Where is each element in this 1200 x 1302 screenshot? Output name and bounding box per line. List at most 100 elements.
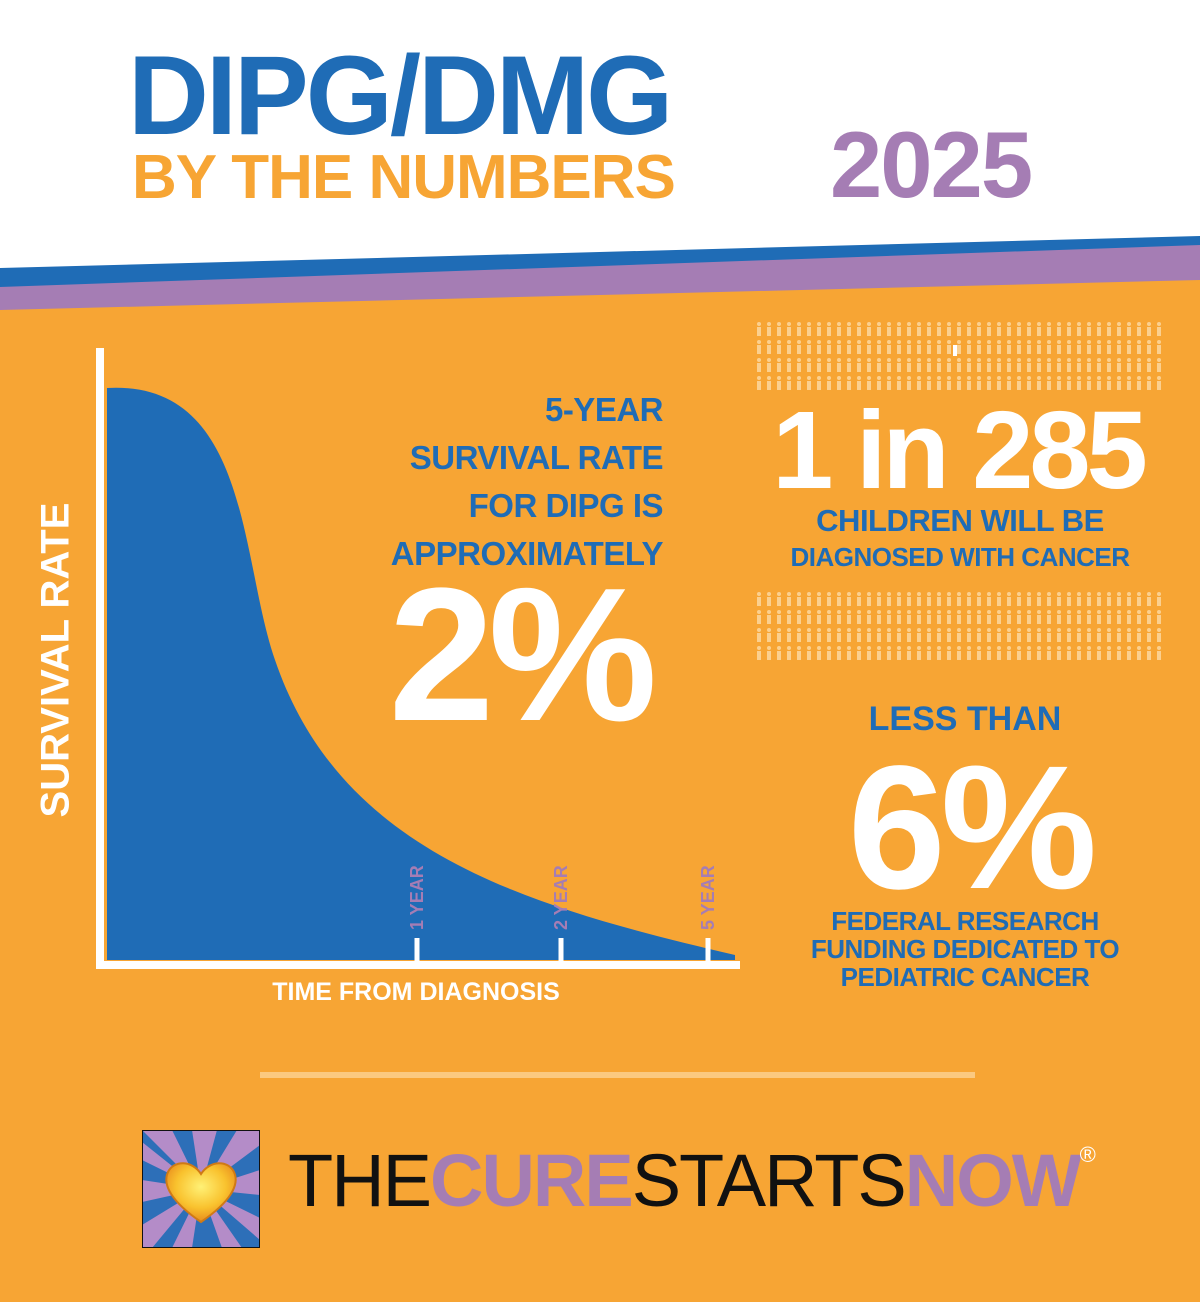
incidence-text: CHILDREN WILL BE DIAGNOSED WITH CANCER bbox=[730, 503, 1190, 575]
person-icon-head bbox=[767, 646, 771, 650]
person-icon-body bbox=[947, 327, 951, 336]
person-icon-head bbox=[897, 610, 901, 614]
person-icon-body bbox=[767, 597, 771, 606]
person-icon-head bbox=[927, 376, 931, 380]
person-icon-head bbox=[1157, 592, 1161, 596]
person-icon-head bbox=[907, 340, 911, 344]
person-icon-body bbox=[977, 615, 981, 624]
person-icon-head bbox=[927, 340, 931, 344]
person-icon-head bbox=[967, 592, 971, 596]
person-icon-head bbox=[867, 610, 871, 614]
person-icon-body bbox=[777, 381, 781, 390]
person-icon-head bbox=[927, 358, 931, 362]
survival-curve-area bbox=[107, 387, 735, 960]
person-icon-head bbox=[827, 322, 831, 326]
person-icon-head bbox=[1047, 322, 1051, 326]
person-icon-body bbox=[757, 615, 761, 624]
person-icon-head bbox=[787, 358, 791, 362]
person-icon-head bbox=[1127, 358, 1131, 362]
person-icon-body bbox=[807, 381, 811, 390]
person-icon-body bbox=[1097, 615, 1101, 624]
person-icon-head bbox=[1037, 646, 1041, 650]
person-icon-body bbox=[1157, 345, 1161, 354]
person-icon-body bbox=[1117, 615, 1121, 624]
person-icon-head bbox=[1137, 358, 1141, 362]
person-icon-head bbox=[847, 322, 851, 326]
person-icon-body bbox=[1127, 381, 1131, 390]
person-icon-body bbox=[1097, 381, 1101, 390]
person-icon-head bbox=[867, 322, 871, 326]
person-icon-head bbox=[957, 610, 961, 614]
person-icon-head bbox=[1127, 340, 1131, 344]
person-icon-body bbox=[887, 327, 891, 336]
person-icon-head bbox=[1007, 358, 1011, 362]
person-icon-head bbox=[817, 340, 821, 344]
person-icon-body bbox=[887, 615, 891, 624]
person-icon-body bbox=[807, 327, 811, 336]
person-icon-head bbox=[1067, 340, 1071, 344]
person-icon-head bbox=[1057, 628, 1061, 632]
person-icon-head bbox=[1137, 646, 1141, 650]
person-icon-head bbox=[1147, 646, 1151, 650]
person-icon-head bbox=[1067, 646, 1071, 650]
person-icon-body bbox=[837, 327, 841, 336]
person-icon-body bbox=[1057, 615, 1061, 624]
person-icon-head bbox=[917, 592, 921, 596]
person-icon-body bbox=[777, 633, 781, 642]
person-icon-body bbox=[867, 597, 871, 606]
person-icon-head bbox=[1147, 322, 1151, 326]
person-icon-head bbox=[897, 592, 901, 596]
person-icon-head bbox=[797, 646, 801, 650]
person-icon-head bbox=[1027, 322, 1031, 326]
person-icon-body bbox=[817, 615, 821, 624]
person-icon-head bbox=[1057, 646, 1061, 650]
person-icon-head bbox=[787, 376, 791, 380]
person-icon-body bbox=[1107, 345, 1111, 354]
person-icon-body bbox=[1147, 327, 1151, 336]
person-icon-head bbox=[997, 610, 1001, 614]
person-icon-head bbox=[757, 610, 761, 614]
person-icon-head bbox=[947, 610, 951, 614]
person-icon-head bbox=[767, 322, 771, 326]
person-icon-head bbox=[907, 358, 911, 362]
person-icon-body bbox=[1057, 363, 1061, 372]
person-icon-body bbox=[937, 381, 941, 390]
person-icon-head bbox=[1077, 610, 1081, 614]
person-icon-body bbox=[807, 363, 811, 372]
person-icon-head bbox=[1057, 340, 1061, 344]
person-icon-head bbox=[837, 610, 841, 614]
person-icon-head bbox=[767, 358, 771, 362]
person-icon-head bbox=[847, 376, 851, 380]
person-icon-body bbox=[807, 633, 811, 642]
person-icon-body bbox=[1107, 363, 1111, 372]
person-icon-head bbox=[987, 340, 991, 344]
person-icon-body bbox=[877, 597, 881, 606]
person-icon-head bbox=[1037, 340, 1041, 344]
person-icon-body bbox=[1027, 345, 1031, 354]
person-icon-body bbox=[857, 363, 861, 372]
survival-line: 5-YEAR bbox=[544, 391, 664, 428]
person-icon-body bbox=[937, 363, 941, 372]
person-icon-body bbox=[1127, 363, 1131, 372]
person-icon-head bbox=[887, 628, 891, 632]
person-icon-body bbox=[1147, 597, 1151, 606]
person-icon-head bbox=[1117, 646, 1121, 650]
person-icon-body bbox=[1157, 651, 1161, 660]
person-icon-body bbox=[787, 615, 791, 624]
person-icon-head bbox=[777, 340, 781, 344]
person-icon-head bbox=[857, 322, 861, 326]
person-icon-body bbox=[977, 633, 981, 642]
person-icon-body bbox=[947, 651, 951, 660]
person-icon-body bbox=[1017, 633, 1021, 642]
person-icon-head bbox=[1147, 592, 1151, 596]
person-icon-body bbox=[917, 597, 921, 606]
person-icon-body bbox=[787, 597, 791, 606]
person-icon-head bbox=[807, 322, 811, 326]
person-icon-head bbox=[937, 592, 941, 596]
person-icon-body bbox=[757, 633, 761, 642]
person-icon-head bbox=[1077, 340, 1081, 344]
person-icon-head bbox=[977, 340, 981, 344]
person-icon-body bbox=[827, 597, 831, 606]
person-icon-body bbox=[1127, 345, 1131, 354]
person-icon-body bbox=[967, 651, 971, 660]
